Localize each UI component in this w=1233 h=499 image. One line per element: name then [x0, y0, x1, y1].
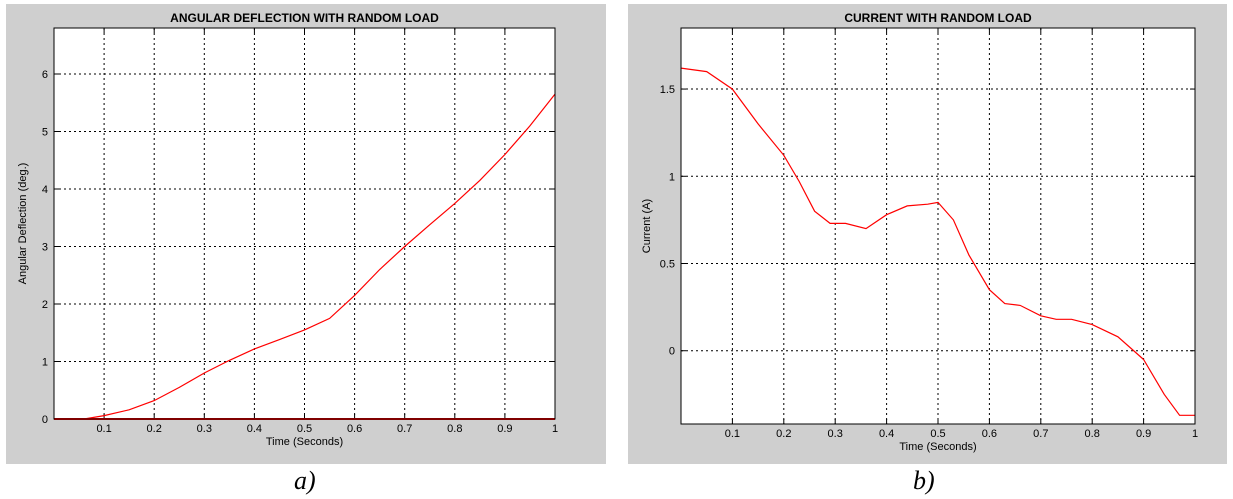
chart-a: 0.1 0.2 0.3 0.4 0.5 0.6 0.7 0.8 0.9 1 0 1 2 3 4 5 6 ANGUL…	[6, 4, 606, 464]
plot-frame	[53, 27, 556, 420]
x-tick-label: 0.3	[197, 423, 212, 435]
x-tick-label: 0.9	[1136, 428, 1151, 440]
series-line-0	[83, 93, 556, 420]
x-tick-label: 1	[552, 423, 558, 435]
y-tick-label: 5	[42, 127, 48, 139]
chart-b: 0.1 0.2 0.3 0.4 0.5 0.6 0.7 0.8 0.9 1 0 0.5 1 1.5 CURR…	[628, 4, 1227, 464]
y-tick-label: 4	[42, 184, 48, 196]
plot-frame	[680, 27, 1196, 425]
y-tick-label: 3	[42, 242, 48, 254]
x-tick-label: 0.3	[828, 428, 843, 440]
x-tick-label: 0.7	[1033, 428, 1048, 440]
chart-title: ANGULAR DEFLECTION WITH RANDOM LOAD	[170, 11, 439, 25]
y-tick-label: 1	[669, 171, 675, 183]
caption-a: a)	[294, 466, 316, 495]
x-tick-label: 0.7	[397, 423, 412, 435]
chart-title: CURRENT WITH RANDOM LOAD	[844, 11, 1032, 25]
x-tick-label: 0.4	[879, 428, 894, 440]
x-tick-label: 0.1	[96, 423, 111, 435]
y-axis-label: Current (A)	[641, 199, 653, 253]
y-tick-label: 6	[42, 69, 48, 81]
y-tick-label: 1.5	[660, 84, 675, 96]
x-tick-label: 0.5	[930, 428, 945, 440]
x-axis-label: Time (Seconds)	[266, 436, 343, 448]
x-tick-label: 0.2	[776, 428, 791, 440]
x-tick-label: 0.6	[347, 423, 362, 435]
x-axis-label: Time (Seconds)	[899, 441, 976, 453]
y-tick-label: 2	[42, 299, 48, 311]
x-tick-label: 0.8	[447, 423, 462, 435]
y-tick-label: 0	[42, 414, 48, 426]
x-tick-label: 0.4	[247, 423, 262, 435]
x-tick-label: 0.1	[725, 428, 740, 440]
y-tick-label: 0.5	[660, 259, 675, 271]
y-axis-label: Angular Deflection (deg.)	[17, 163, 29, 285]
x-tick-label: 1	[1192, 428, 1198, 440]
y-tick-label: 1	[42, 357, 48, 369]
chart-svg: 0.1 0.2 0.3 0.4 0.5 0.6 0.7 0.8 0.9 1 0 1 2 3 4 5 6 ANGUL…	[17, 11, 558, 448]
x-tick-label: 0.8	[1085, 428, 1100, 440]
x-tick-label: 0.2	[147, 423, 162, 435]
y-tick-label: 0	[669, 346, 675, 358]
x-tick-label: 0.9	[497, 423, 512, 435]
chart-svg: 0.1 0.2 0.3 0.4 0.5 0.6 0.7 0.8 0.9 1 0 0.5 1 1.5 CURR…	[641, 11, 1198, 453]
x-tick-label: 0.6	[982, 428, 997, 440]
series-line-0	[680, 67, 1195, 416]
x-tick-label: 0.5	[297, 423, 312, 435]
caption-b: b)	[913, 466, 935, 495]
